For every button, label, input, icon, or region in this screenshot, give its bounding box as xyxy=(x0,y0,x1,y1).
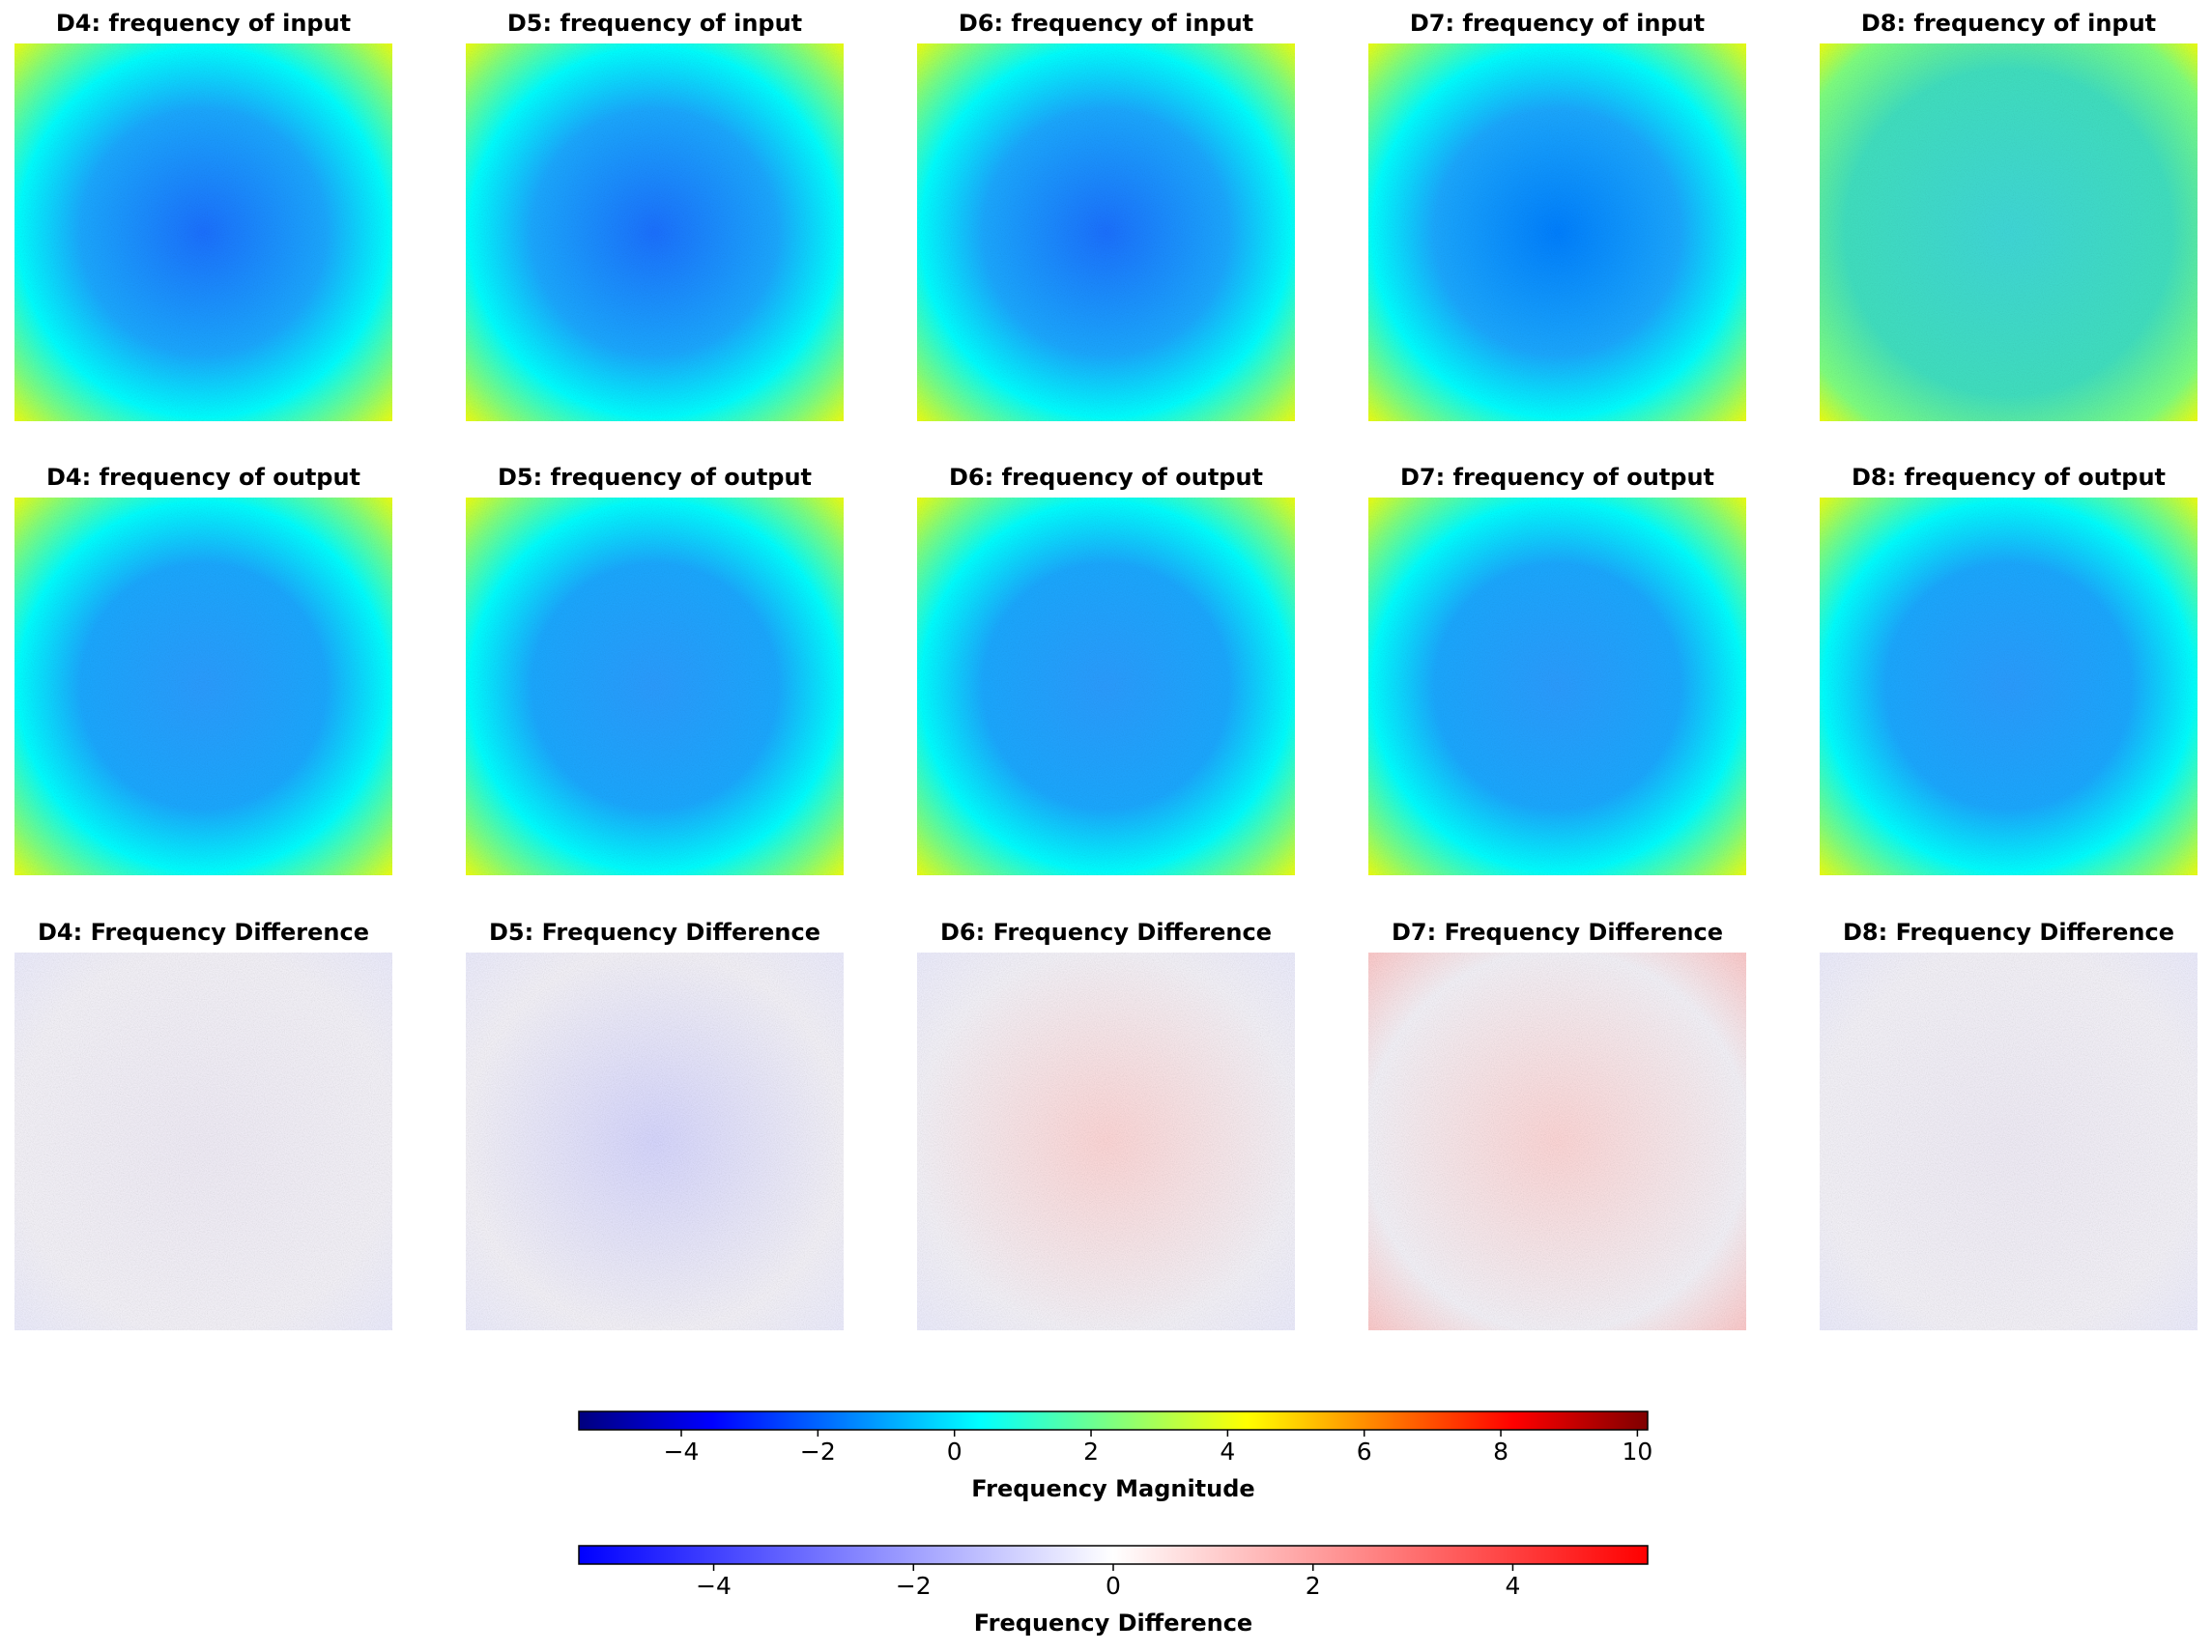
heatmap-noise xyxy=(1820,498,2198,875)
panel-title: D8: frequency of output xyxy=(1852,464,2166,491)
tick-label: 8 xyxy=(1493,1438,1508,1466)
colorbar xyxy=(578,1545,1649,1565)
tick-label: 4 xyxy=(1506,1572,1521,1600)
heatmap-noise xyxy=(14,953,392,1330)
heatmap-noise xyxy=(1368,498,1746,875)
heatmap-noise xyxy=(1820,43,2198,421)
panel-title: D4: Frequency Difference xyxy=(38,919,369,946)
heatmap-noise xyxy=(14,498,392,875)
heatmap-noise xyxy=(917,498,1295,875)
panel-title: D7: frequency of output xyxy=(1400,464,1714,491)
panel-title: D4: frequency of output xyxy=(46,464,360,491)
panel-title: D5: Frequency Difference xyxy=(489,919,820,946)
panel-title: D7: Frequency Difference xyxy=(1392,919,1723,946)
heatmap-noise xyxy=(1368,43,1746,421)
tick-label: −4 xyxy=(664,1438,700,1466)
heatmap-noise xyxy=(917,953,1295,1330)
tick-label: 6 xyxy=(1357,1438,1372,1466)
tick-label: 2 xyxy=(1083,1438,1099,1466)
tick-label: 0 xyxy=(947,1438,962,1466)
panel-title: D4: frequency of input xyxy=(56,10,351,37)
tick-label: 2 xyxy=(1306,1572,1321,1600)
tick-label: −2 xyxy=(896,1572,932,1600)
panel-title: D6: Frequency Difference xyxy=(940,919,1272,946)
heatmap-noise xyxy=(466,953,844,1330)
tick-label: 10 xyxy=(1622,1438,1652,1466)
heatmap-noise xyxy=(917,43,1295,421)
panel-title: D7: frequency of input xyxy=(1410,10,1705,37)
colorbar-label: Frequency Magnitude xyxy=(971,1475,1254,1502)
tick-label: −4 xyxy=(696,1572,732,1600)
tick-label: 0 xyxy=(1106,1572,1121,1600)
panel-title: D8: frequency of input xyxy=(1861,10,2156,37)
colorbar-label: Frequency Difference xyxy=(974,1609,1252,1637)
panel-title: D8: Frequency Difference xyxy=(1843,919,2174,946)
colorbar xyxy=(578,1410,1649,1431)
heatmap-noise xyxy=(14,43,392,421)
heatmap-noise xyxy=(1820,953,2198,1330)
panel-title: D5: frequency of input xyxy=(507,10,802,37)
panel-title: D6: frequency of output xyxy=(949,464,1263,491)
panel-title: D6: frequency of input xyxy=(959,10,1253,37)
heatmap-noise xyxy=(466,498,844,875)
panel-title: D5: frequency of output xyxy=(498,464,812,491)
tick-label: −2 xyxy=(800,1438,836,1466)
tick-label: 4 xyxy=(1220,1438,1235,1466)
heatmap-noise xyxy=(466,43,844,421)
heatmap-noise xyxy=(1368,953,1746,1330)
